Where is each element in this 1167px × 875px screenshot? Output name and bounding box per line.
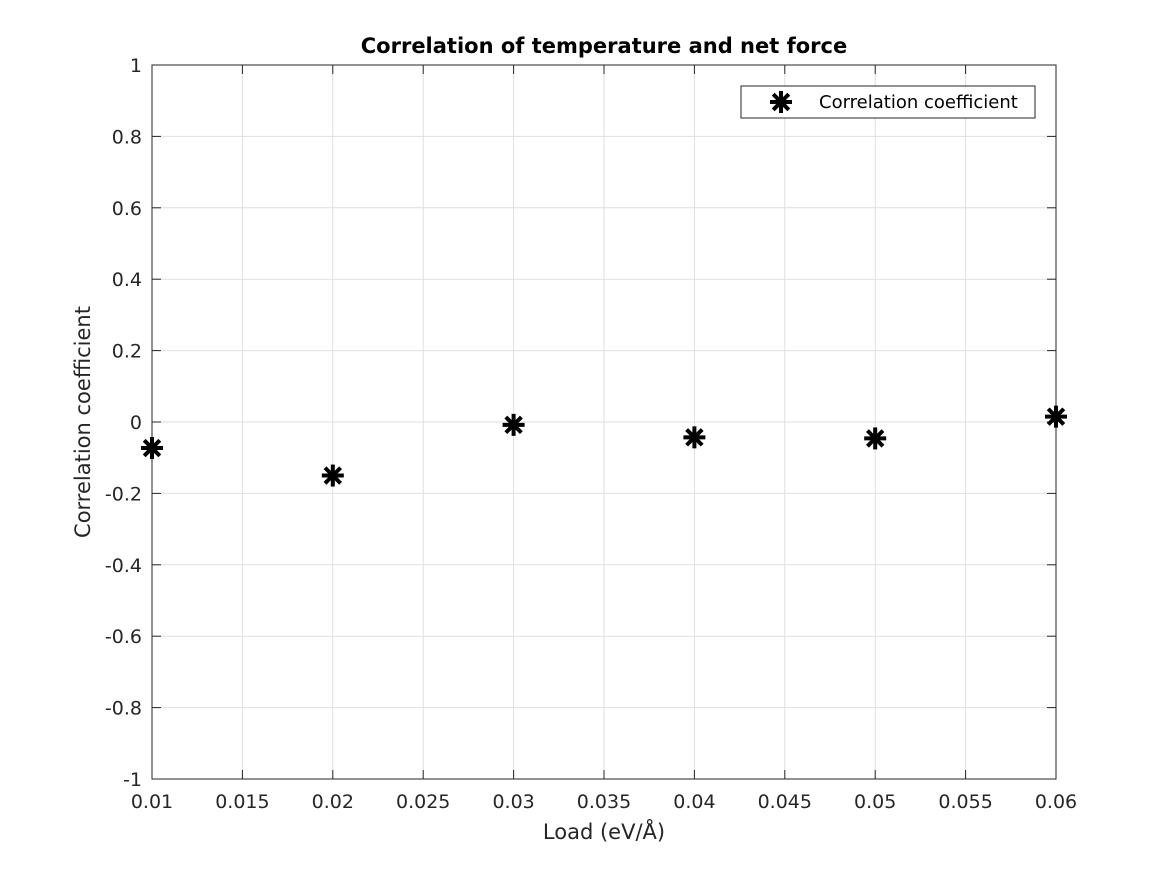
data-markers [141, 405, 1067, 487]
data-point [683, 426, 706, 449]
data-point [502, 413, 525, 436]
y-tick-label: 0.2 [112, 341, 142, 363]
y-tick-label: 1 [130, 55, 142, 77]
chart-title: Correlation of temperature and net force [361, 34, 847, 58]
tick-labels: 0.01 0.015 0.02 0.025 0.03 0.035 0.04 0.045 0.05… [105, 55, 1077, 813]
y-tick-label: -0.4 [105, 555, 142, 577]
y-tick-label: 0 [130, 412, 142, 434]
y-tick-label: -1 [123, 769, 142, 791]
data-point [141, 437, 163, 460]
x-tick-label: 0.015 [215, 791, 269, 813]
data-point [864, 427, 887, 450]
y-tick-label: -0.6 [105, 626, 142, 648]
y-tick-label: 0.8 [112, 126, 142, 148]
y-tick-label: -0.8 [105, 698, 142, 720]
x-axis-label: Load (eV/Å) [543, 818, 665, 844]
x-tick-label: 0.045 [758, 791, 812, 813]
x-tick-label: 0.03 [492, 791, 534, 813]
x-tick-label: 0.055 [938, 791, 992, 813]
x-tick-label: 0.025 [396, 791, 450, 813]
legend-marker-symbol [770, 91, 792, 113]
x-tick-label: 0.035 [577, 791, 631, 813]
legend-label: Correlation coefficient [819, 92, 1018, 113]
y-tick-label: 0.4 [112, 269, 142, 291]
axis-ticks [151, 64, 1057, 780]
data-point [1045, 405, 1067, 428]
legend: Correlation coefficient [740, 85, 1036, 119]
legend-marker [770, 91, 792, 113]
y-tick-label: -0.2 [105, 483, 142, 505]
data-point [321, 464, 344, 487]
x-tick-label: 0.02 [312, 791, 354, 813]
x-tick-label: 0.06 [1035, 791, 1077, 813]
x-tick-label: 0.05 [854, 791, 896, 813]
x-tick-label: 0.01 [131, 791, 173, 813]
x-tick-label: 0.04 [673, 791, 715, 813]
y-axis-label: Correlation coefficient [71, 306, 95, 538]
y-tick-label: 0.6 [112, 198, 142, 220]
